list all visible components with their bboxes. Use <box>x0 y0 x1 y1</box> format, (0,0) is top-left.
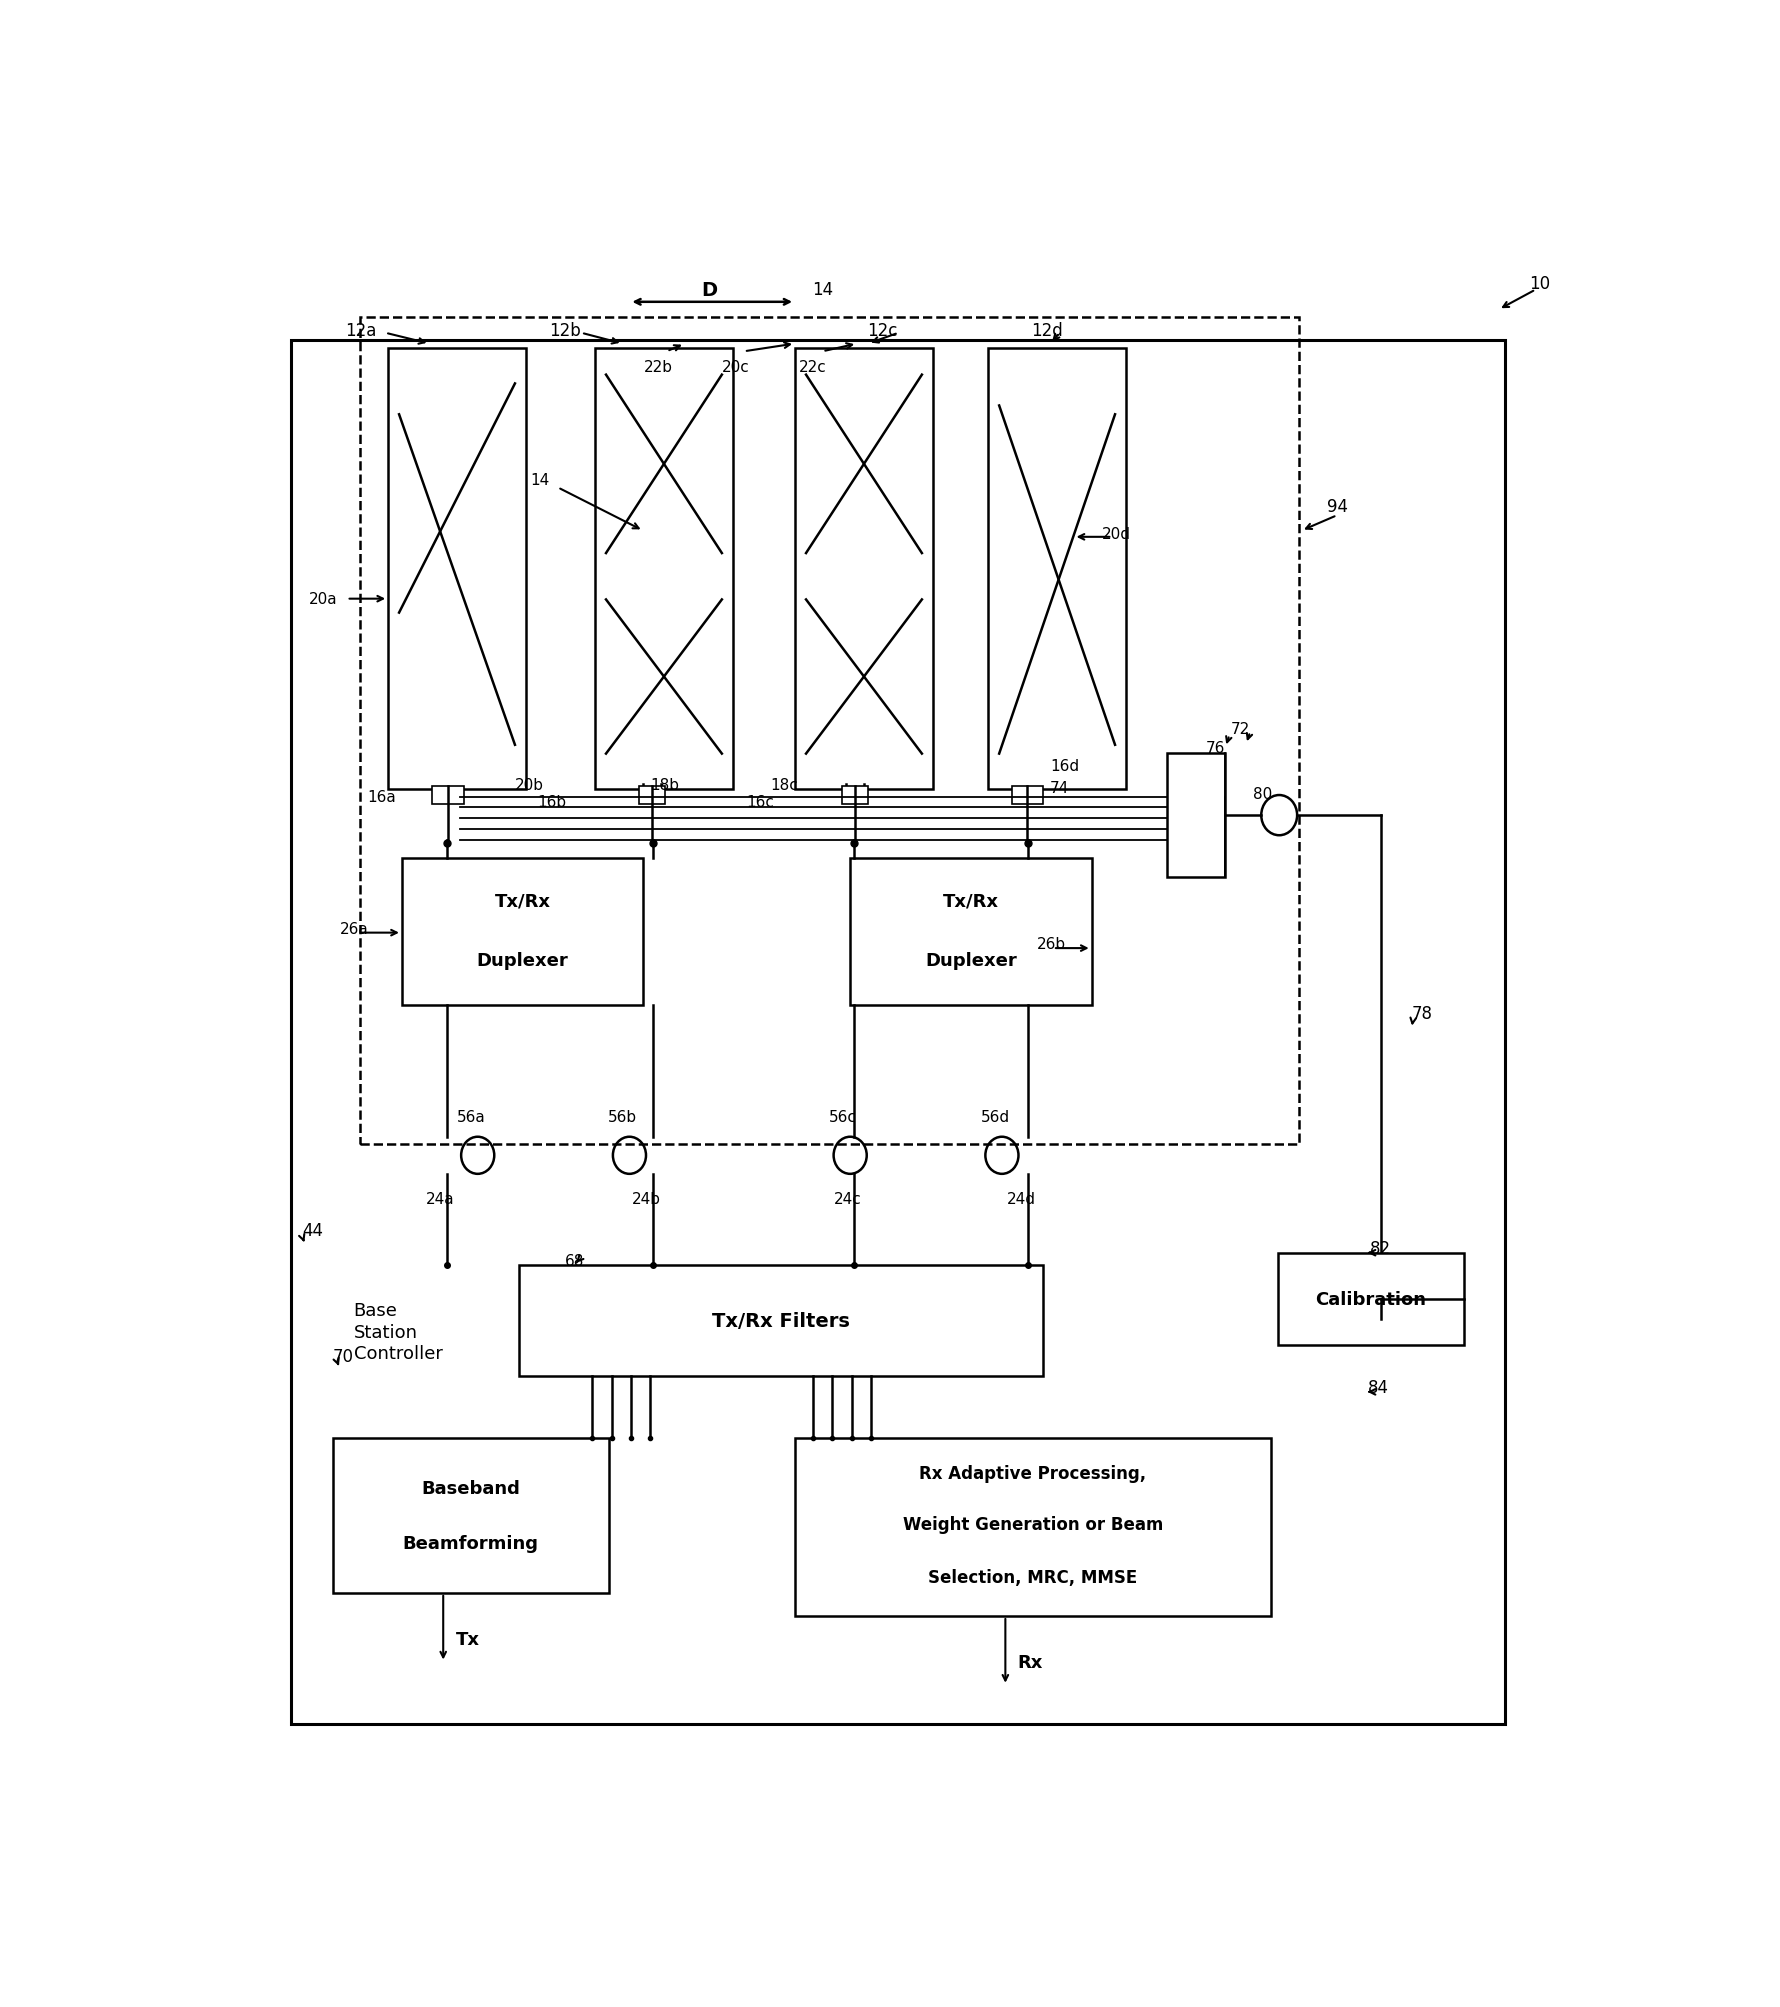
Text: 20a: 20a <box>310 592 338 606</box>
Text: 74: 74 <box>1050 781 1070 795</box>
Text: Selection, MRC, MMSE: Selection, MRC, MMSE <box>929 1567 1137 1586</box>
Text: Rx Adaptive Processing,: Rx Adaptive Processing, <box>920 1465 1146 1483</box>
Text: 26b: 26b <box>1036 937 1066 951</box>
FancyBboxPatch shape <box>988 349 1127 789</box>
Text: 22c: 22c <box>799 359 826 375</box>
FancyBboxPatch shape <box>796 349 933 789</box>
Text: 44: 44 <box>303 1220 324 1238</box>
Text: Station: Station <box>354 1323 418 1341</box>
Text: Tx: Tx <box>456 1630 481 1648</box>
Text: 12d: 12d <box>1032 321 1063 339</box>
Text: Rx: Rx <box>1018 1654 1043 1672</box>
FancyBboxPatch shape <box>1168 755 1225 877</box>
Text: 20c: 20c <box>723 359 749 375</box>
Text: 16d: 16d <box>1050 759 1079 775</box>
FancyBboxPatch shape <box>388 349 527 789</box>
Text: 76: 76 <box>1207 741 1225 755</box>
FancyBboxPatch shape <box>842 787 869 805</box>
Text: 18b: 18b <box>650 777 680 793</box>
Text: D: D <box>701 281 717 299</box>
Text: 14: 14 <box>812 281 833 299</box>
FancyBboxPatch shape <box>796 1439 1271 1616</box>
Text: Tx/Rx: Tx/Rx <box>943 893 999 911</box>
Text: 12a: 12a <box>345 321 376 339</box>
Text: 16b: 16b <box>538 795 566 809</box>
FancyBboxPatch shape <box>639 787 666 805</box>
FancyBboxPatch shape <box>433 787 465 805</box>
Text: 56b: 56b <box>609 1110 637 1124</box>
Text: Calibration: Calibration <box>1315 1291 1426 1309</box>
Text: Baseband: Baseband <box>422 1479 520 1497</box>
Text: 24b: 24b <box>632 1192 660 1206</box>
Text: 16a: 16a <box>367 789 397 805</box>
Text: 56d: 56d <box>981 1110 1009 1124</box>
Text: 94: 94 <box>1326 498 1347 516</box>
Text: Base: Base <box>354 1301 397 1319</box>
Text: 24a: 24a <box>425 1192 454 1206</box>
Text: Controller: Controller <box>354 1345 443 1363</box>
Text: 20b: 20b <box>514 777 545 793</box>
Text: 18c: 18c <box>771 777 797 793</box>
Text: 14: 14 <box>530 474 550 488</box>
Text: 56c: 56c <box>829 1110 858 1124</box>
Text: 16c: 16c <box>748 795 774 809</box>
Text: 12b: 12b <box>548 321 580 339</box>
Text: 24c: 24c <box>833 1192 862 1206</box>
Text: 56a: 56a <box>456 1110 486 1124</box>
Text: 78: 78 <box>1412 1006 1433 1022</box>
Text: 22b: 22b <box>644 359 673 375</box>
Text: Tx/Rx Filters: Tx/Rx Filters <box>712 1311 851 1331</box>
Text: 12c: 12c <box>867 321 897 339</box>
Text: Weight Generation or Beam: Weight Generation or Beam <box>902 1515 1162 1533</box>
Text: 72: 72 <box>1232 723 1250 737</box>
Text: 70: 70 <box>333 1347 354 1365</box>
Text: 24d: 24d <box>1007 1192 1036 1206</box>
FancyBboxPatch shape <box>595 349 733 789</box>
Text: 20d: 20d <box>1102 528 1130 542</box>
FancyBboxPatch shape <box>520 1266 1043 1377</box>
Text: Duplexer: Duplexer <box>477 951 568 969</box>
Text: 82: 82 <box>1371 1240 1392 1258</box>
Text: Duplexer: Duplexer <box>926 951 1016 969</box>
FancyBboxPatch shape <box>333 1439 609 1594</box>
Text: 80: 80 <box>1253 787 1273 801</box>
FancyBboxPatch shape <box>1278 1252 1463 1347</box>
FancyBboxPatch shape <box>851 859 1091 1006</box>
FancyBboxPatch shape <box>292 341 1506 1724</box>
FancyBboxPatch shape <box>1011 787 1043 805</box>
FancyBboxPatch shape <box>402 859 643 1006</box>
Text: 26a: 26a <box>340 921 368 935</box>
Text: 10: 10 <box>1529 275 1550 293</box>
Text: 68: 68 <box>564 1252 584 1268</box>
Text: 84: 84 <box>1367 1379 1388 1397</box>
Text: Tx/Rx: Tx/Rx <box>495 893 550 911</box>
Text: Beamforming: Beamforming <box>402 1535 539 1553</box>
